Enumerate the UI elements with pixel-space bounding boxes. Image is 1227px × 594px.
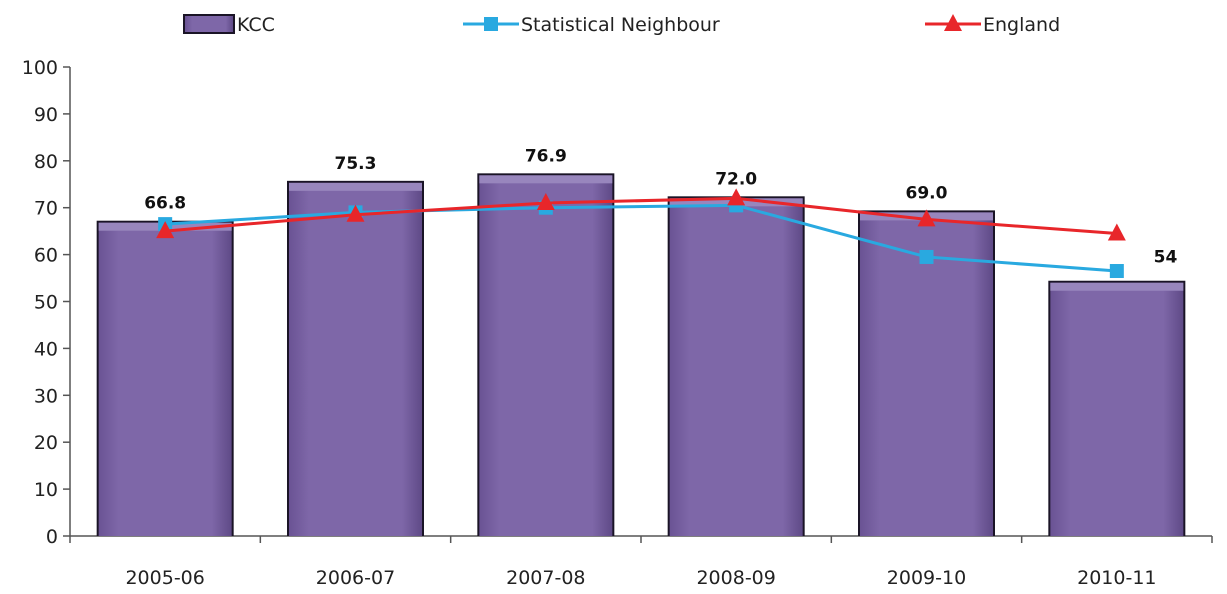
- legend-label: Statistical Neighbour: [521, 14, 720, 36]
- y-tick-label: 0: [46, 526, 58, 548]
- bar-top-bevel: [479, 175, 613, 184]
- line-point-triangle: [156, 221, 175, 239]
- bar-data-label: 72.0: [715, 169, 757, 189]
- legend-item: England: [925, 14, 1060, 36]
- legend-marker-triangle: [944, 14, 962, 31]
- line-point-triangle: [727, 188, 746, 206]
- bar-body: [860, 212, 993, 536]
- line-point-triangle: [536, 193, 555, 211]
- line-point-triangle: [1107, 223, 1126, 241]
- y-tick-label: 60: [34, 245, 58, 267]
- legend-item: KCC: [183, 14, 275, 36]
- bar: [96, 220, 234, 536]
- bar-body: [1050, 282, 1184, 536]
- y-tick-label: 50: [34, 292, 58, 314]
- line-point-square: [1109, 264, 1124, 279]
- bar: [667, 196, 805, 536]
- legend-marker-square: [484, 17, 498, 31]
- series-lines: [156, 188, 1126, 279]
- bar-body: [98, 222, 232, 536]
- bar-body: [669, 198, 803, 536]
- bar-data-label: 54: [1154, 248, 1178, 268]
- y-tick-label: 20: [34, 432, 58, 454]
- series-line: [165, 196, 1117, 235]
- line-point-triangle: [917, 209, 936, 227]
- bar-body: [479, 175, 613, 537]
- bar: [858, 210, 995, 536]
- y-tick-label: 100: [22, 57, 58, 79]
- x-tick-label: 2009-10: [887, 567, 966, 589]
- y-tick-label: 70: [34, 198, 58, 220]
- bar: [477, 173, 615, 537]
- bar-data-label: 66.8: [144, 194, 186, 214]
- bar-data-label: 75.3: [335, 154, 377, 174]
- legend-label: England: [983, 14, 1060, 36]
- y-tick-label: 30: [34, 385, 58, 407]
- bar: [1048, 280, 1186, 536]
- y-tick-label: 80: [34, 151, 58, 173]
- bar-body: [289, 182, 422, 536]
- legend: KCC Statistical Neighbour England: [183, 14, 1060, 36]
- x-tick-label: 2006-07: [316, 567, 395, 589]
- legend-item: Statistical Neighbour: [463, 14, 720, 36]
- x-tick-label: 2008-09: [696, 567, 775, 589]
- bar-data-label: 69.0: [906, 183, 948, 203]
- bar-data-label: 76.9: [525, 146, 567, 166]
- y-tick-label: 10: [34, 479, 58, 501]
- axes: 0 10 20 30 40 50 60 70 80 90 100 2005-06 2006-07 2007…: [22, 57, 1213, 589]
- bar-top-bevel: [289, 182, 422, 191]
- x-tick-label: 2005-06: [125, 567, 204, 589]
- y-tick-label: 40: [34, 338, 58, 360]
- data-labels: 66.8 75.3 76.9 72.0 69.0 54: [144, 146, 1177, 267]
- legend-swatch-fill: [185, 16, 233, 32]
- series-line: [165, 203, 1117, 273]
- bars: [96, 173, 1186, 537]
- line-point-triangle: [346, 204, 365, 222]
- bar: [287, 180, 424, 536]
- x-tick-label: 2007-08: [506, 567, 585, 589]
- bar-top-bevel: [1050, 282, 1184, 291]
- y-tick-label: 90: [34, 104, 58, 126]
- legend-label: KCC: [237, 14, 275, 36]
- line-point-square: [919, 249, 934, 264]
- x-tick-label: 2010-11: [1077, 567, 1156, 589]
